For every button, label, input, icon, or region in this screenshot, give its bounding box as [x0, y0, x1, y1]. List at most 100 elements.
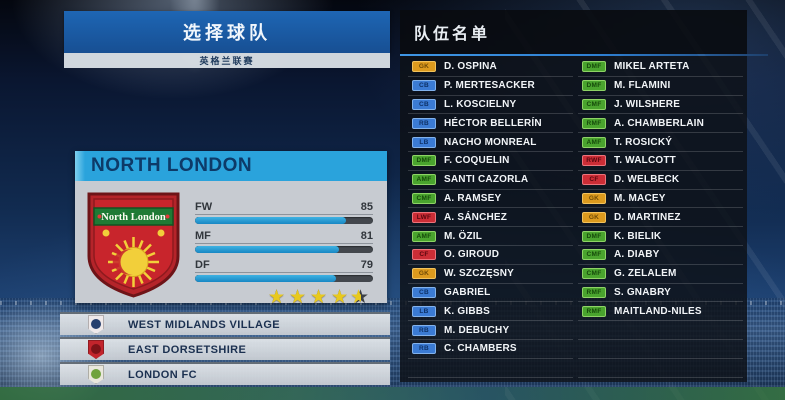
roster-column-2: DMF MIKEL ARTETA DMF M. FLAMINI CMF J. WILSHE… [578, 58, 743, 378]
player-name: G. ZELALEM [614, 268, 677, 280]
position-badge: GK [412, 268, 436, 280]
roster-row: GK M. MACEY [578, 190, 743, 209]
select-team-title: 选择球队 [183, 23, 271, 43]
position-badge: RMF [582, 117, 606, 129]
position-badge: CF [582, 174, 606, 186]
player-name: A. DIABY [614, 249, 660, 261]
position-badge: LB [412, 136, 436, 148]
team-panel-body: North London FW 85 MF 81 DF 79 ★ ★ ★ ★ ★ ★ ★ ★ ★ ★ [75, 181, 387, 308]
roster-row: CMF A. RAMSEY [408, 190, 573, 209]
position-badge: AMF [412, 230, 436, 242]
player-name: K. GIBBS [444, 305, 491, 317]
roster-row: RMF S. GNABRY [578, 284, 743, 303]
selected-team-panel[interactable]: NORTH LONDON North London [75, 151, 387, 308]
roster-panel: GK D. OSPINA CB P. MERTESACKER CB L. KOSCIELN… [400, 56, 747, 382]
roster-row: CB GABRIEL [408, 284, 573, 303]
position-badge: CB [412, 286, 436, 298]
player-name: C. CHAMBERS [444, 343, 517, 355]
roster-row: CF O. GIROUD [408, 246, 573, 265]
roster-row: CB P. MERTESACKER [408, 77, 573, 96]
position-badge: CB [412, 98, 436, 110]
stadium-lights [0, 301, 785, 305]
roster-row: AMF M. ÖZIL [408, 227, 573, 246]
position-badge: RMF [582, 305, 606, 317]
team-list-name: EAST DORSETSHIRE [128, 343, 247, 356]
stat-value: 85 [360, 201, 373, 213]
roster-row: DMF MIKEL ARTETA [578, 58, 743, 77]
player-name: M. ÖZIL [444, 230, 483, 242]
position-badge: DMF [582, 61, 606, 73]
roster-row: LB NACHO MONREAL [408, 133, 573, 152]
roster-row: AMF T. ROSICKÝ [578, 133, 743, 152]
roster-row [578, 359, 743, 378]
position-badge: LWF [412, 211, 436, 223]
roster-row: DMF M. FLAMINI [578, 77, 743, 96]
player-name: M. FLAMINI [614, 80, 671, 92]
player-name: SANTI CAZORLA [444, 174, 529, 186]
roster-row: LB K. GIBBS [408, 302, 573, 322]
roster-title: 队伍名单 [414, 26, 491, 43]
player-name: F. COQUELIN [444, 155, 510, 167]
star-icon: ★ ★ [267, 287, 286, 308]
stat-bar [195, 246, 373, 253]
player-name: L. KOSCIELNY [444, 98, 517, 110]
league-name-bar: 英格兰联赛 [64, 53, 390, 68]
league-name: 英格兰联赛 [199, 56, 255, 66]
team-list-item[interactable]: EAST DORSETSHIRE [60, 337, 390, 360]
team-name-header: NORTH LONDON [75, 151, 387, 181]
stat-label: FW [195, 201, 213, 213]
roster-row: CMF A. DIABY [578, 246, 743, 265]
roster-row: CF D. WELBECK [578, 171, 743, 190]
position-badge: RB [412, 324, 436, 336]
position-badge: DMF [582, 80, 606, 92]
team-star-rating: ★ ★ ★ ★ ★ ★ ★ ★ ★ ★ [195, 288, 373, 308]
team-crest-icon [88, 315, 104, 334]
player-name: NACHO MONREAL [444, 136, 537, 148]
team-list-item[interactable]: LONDON FC [60, 362, 390, 385]
player-name: GABRIEL [444, 286, 491, 298]
team-stats: FW 85 MF 81 DF 79 ★ ★ ★ ★ ★ ★ ★ ★ ★ ★ [195, 201, 373, 308]
team-crest: North London [85, 191, 182, 299]
star-icon: ★ ★ [288, 287, 307, 308]
crest-banner-text: North London [101, 212, 166, 223]
player-name: M. DEBUCHY [444, 324, 510, 336]
team-list-item[interactable]: WEST MIDLANDS VILLAGE [60, 312, 390, 335]
roster-row: GK D. MARTINEZ [578, 208, 743, 228]
position-badge: CMF [582, 268, 606, 280]
stat-fw: FW 85 [195, 201, 373, 224]
position-badge: GK [412, 61, 436, 73]
stat-label: MF [195, 230, 211, 242]
stat-value: 81 [360, 230, 373, 242]
team-list-name: LONDON FC [128, 368, 197, 381]
roster-header-underline [400, 54, 768, 56]
player-name: S. GNABRY [614, 286, 671, 298]
stat-bar [195, 217, 373, 224]
roster-row: RB HÉCTOR BELLERÍN [408, 114, 573, 134]
roster-row: CMF J. WILSHERE [578, 96, 743, 115]
player-name: J. WILSHERE [614, 98, 681, 110]
player-name: MIKEL ARTETA [614, 61, 690, 73]
roster-row: GK W. SZCZĘSNY [408, 265, 573, 284]
player-name: D. OSPINA [444, 61, 497, 73]
player-name: M. MACEY [614, 192, 666, 204]
team-list-name: WEST MIDLANDS VILLAGE [128, 318, 281, 331]
roster-row: AMF SANTI CAZORLA [408, 171, 573, 190]
position-badge: CMF [582, 98, 606, 110]
position-badge: CMF [412, 192, 436, 204]
position-badge: DMF [582, 230, 606, 242]
stat-value: 79 [360, 259, 373, 271]
roster-row: CMF G. ZELALEM [578, 265, 743, 284]
player-name: T. WALCOTT [614, 155, 676, 167]
position-badge: RMF [582, 286, 606, 298]
position-badge: AMF [412, 174, 436, 186]
position-badge: RWF [582, 155, 606, 167]
player-name: A. SÁNCHEZ [444, 211, 508, 223]
team-name: NORTH LONDON [91, 155, 253, 176]
player-name: MAITLAND-NILES [614, 305, 702, 317]
player-name: O. GIROUD [444, 249, 500, 261]
position-badge: RB [412, 343, 436, 355]
player-name: A. CHAMBERLAIN [614, 117, 705, 129]
roster-row [578, 321, 743, 340]
star-icon: ★ ★ [309, 287, 328, 308]
roster-row: RMF MAITLAND-NILES [578, 302, 743, 322]
